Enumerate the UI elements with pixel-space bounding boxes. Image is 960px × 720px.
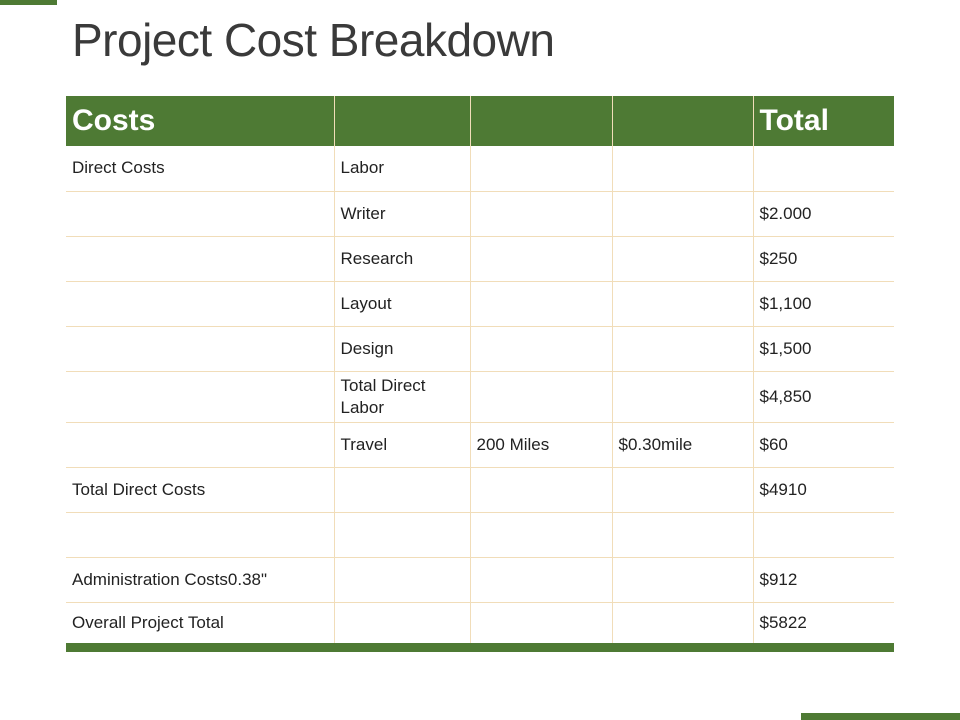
- table-cell: [66, 191, 335, 237]
- table-cell: [470, 557, 613, 603]
- table-cell: 200 Miles: [470, 422, 613, 468]
- table-cell: Writer: [334, 191, 471, 237]
- table-cell: [334, 557, 471, 603]
- table-cell: [470, 146, 613, 192]
- table-cell: [612, 146, 754, 192]
- table-cell: [66, 422, 335, 468]
- table-cell: [334, 602, 471, 647]
- table-cell: $0.30mile: [612, 422, 754, 468]
- table-cell: [612, 281, 754, 327]
- table-cell: [753, 512, 894, 558]
- table-cell: [334, 512, 471, 558]
- table-cell: [612, 512, 754, 558]
- table-cell: [612, 236, 754, 282]
- table-cell: [66, 236, 335, 282]
- table-cell: [470, 602, 613, 647]
- table-cell: [470, 281, 613, 327]
- table-cell: [470, 326, 613, 372]
- table-cell: Labor: [334, 146, 471, 192]
- table-header-row: Costs Total: [66, 96, 894, 146]
- page-title: Project Cost Breakdown: [72, 14, 555, 66]
- table-cell: [66, 326, 335, 372]
- table-row: Overall Project Total $5822: [66, 602, 894, 647]
- table-cell: $5822: [759, 612, 807, 632]
- table-cell: [753, 146, 894, 192]
- table-cell: Travel: [334, 422, 471, 468]
- table-row: Total Direct Costs $4910: [66, 467, 894, 513]
- accent-bar-top-left: [0, 0, 57, 5]
- table-cell: $2.000: [753, 191, 894, 237]
- table-cell: [66, 512, 335, 558]
- table-cell: $60: [753, 422, 894, 468]
- header-cell-total: Total: [753, 96, 894, 146]
- table-cell: [612, 191, 754, 237]
- header-cell: [612, 96, 754, 146]
- table-row: [66, 512, 894, 558]
- table-cell: [470, 236, 613, 282]
- table-cell: [612, 326, 754, 372]
- table-cell: $4,850: [753, 371, 894, 423]
- table-row: Direct Costs Labor: [66, 146, 894, 192]
- table-cell: [334, 467, 471, 513]
- table-cell: $250: [753, 236, 894, 282]
- table-cell: $912: [753, 557, 894, 603]
- table-row: Total Direct Labor $4,850: [66, 371, 894, 423]
- table-row: Travel 200 Miles $0.30mile $60: [66, 422, 894, 468]
- table-cell: $4910: [753, 467, 894, 513]
- table-cell: Overall Project Total: [66, 602, 335, 647]
- table-cell: [66, 281, 335, 327]
- table-cell: [612, 602, 754, 647]
- table-cell: [612, 467, 754, 513]
- table-row: Research $250: [66, 236, 894, 282]
- table-cell: Direct Costs: [66, 146, 335, 192]
- table-cell: $1,100: [753, 281, 894, 327]
- table-cell: [470, 191, 613, 237]
- table-cell: Total Direct Costs: [66, 467, 335, 513]
- table-cell: Layout: [334, 281, 471, 327]
- table-cell: [612, 557, 754, 603]
- table-cell: [470, 512, 613, 558]
- table-cell: Total Direct Labor: [334, 371, 471, 423]
- header-cell: [470, 96, 613, 146]
- table-row: Writer $2.000: [66, 191, 894, 237]
- header-cell: [334, 96, 471, 146]
- table-cell: [612, 371, 754, 423]
- table-row: Layout $1,100: [66, 281, 894, 327]
- table-cell: Design: [334, 326, 471, 372]
- table-row: Administration Costs0.38" $912: [66, 557, 894, 603]
- accent-bar-bottom-right: [801, 713, 960, 720]
- table-cell: $1,500: [753, 326, 894, 372]
- cost-table: Costs Total Direct Costs Labor Writer $2…: [66, 96, 894, 652]
- header-cell-costs: Costs: [66, 96, 335, 146]
- table-cell: [470, 371, 613, 423]
- table-cell: Research: [334, 236, 471, 282]
- table-cell: [470, 467, 613, 513]
- table-cell: Administration Costs0.38": [66, 557, 335, 603]
- table-cell: [66, 371, 335, 423]
- table-row: Design $1,500: [66, 326, 894, 372]
